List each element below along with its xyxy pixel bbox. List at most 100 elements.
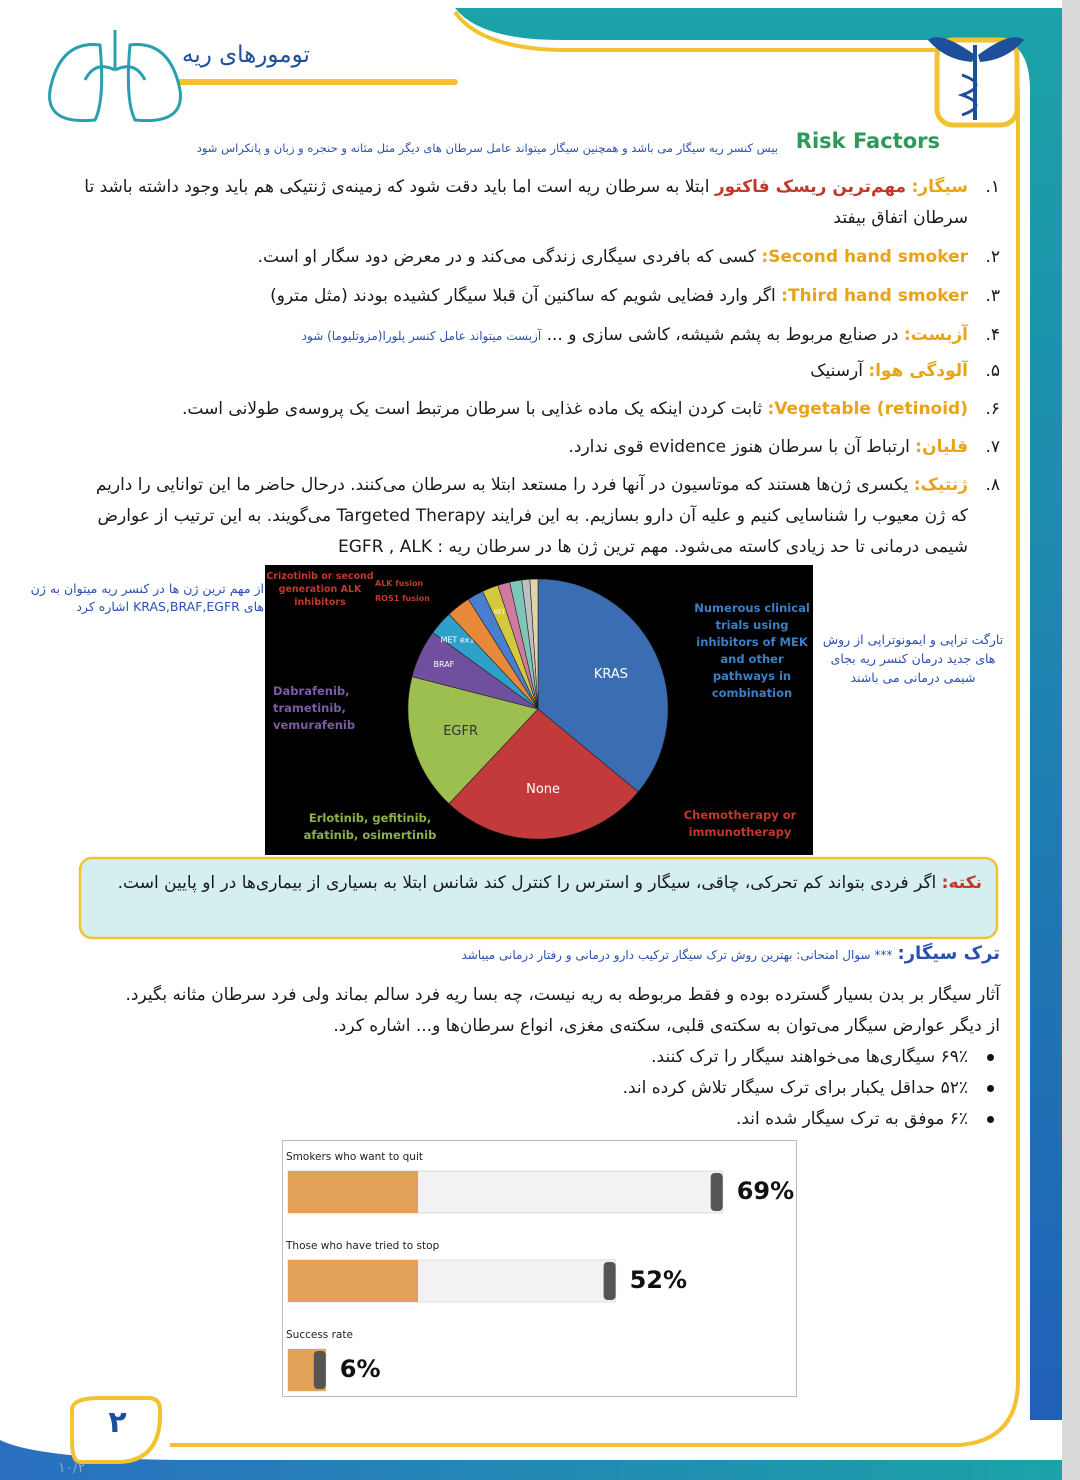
section-note: بیس کنسر ریه سیگار می باشد و همچنین سیگا…: [196, 141, 778, 155]
item-term: قلیان:: [915, 437, 968, 457]
bar-category: Success rate: [286, 1329, 353, 1341]
tip-label: نکته:: [941, 873, 982, 893]
item-term: Second hand smoker:: [761, 247, 968, 267]
item-body: آلودگی هوا: آرسنیک: [810, 356, 968, 387]
item-number: ۴.: [985, 325, 1000, 345]
bar-value-label: 6%: [340, 1355, 381, 1383]
item-term: ژنتیک:: [913, 475, 968, 495]
quit-heading: ترک سیگار:: [897, 943, 1001, 964]
pie-figure: KRAS None EGFR BRAF MET ex14 RET Crizotinib o…: [265, 565, 813, 855]
item-number: ۷.: [985, 437, 1000, 457]
item-number: ۱.: [985, 177, 1000, 197]
cigarette-filter: [288, 1260, 418, 1302]
cigarette-chart-frame: Smokers who want to quit 69% Those who hav…: [282, 1140, 797, 1397]
quit-note: *** سوال امتحانی: بهترین روش ترک سیگار ت…: [461, 948, 893, 962]
item-number: ۳.: [985, 286, 1000, 306]
pie-annotation: Numerous clinical trials using inhibitor…: [694, 601, 810, 700]
slice-label: KRAS: [594, 667, 628, 682]
bullet-text: ۶٪ موفق به ترک سیگار شده اند.: [735, 1109, 968, 1129]
item-number: ۸.: [985, 475, 1000, 495]
item-body: قلیان: ارتباط آن با سرطان هنوز evidence …: [568, 432, 968, 463]
item-text: آرسنیک: [810, 361, 863, 381]
bullet-text: ۵۲٪ حداقل یکبار برای ترک سیگار تلاش کرده…: [622, 1078, 968, 1098]
slice-label: BRAF: [433, 660, 454, 669]
page-number: ۲: [108, 1405, 127, 1440]
side-note: از مهم ترین ژن ها در کنسر ریه میتوان به …: [30, 581, 264, 614]
item-highlight: مهم‌ترین ریسک فاکتور: [714, 177, 907, 197]
item-text: یکسری ژن‌ها هستند که موتاسیون در آنها فر…: [95, 475, 968, 557]
item-text: در صنایع مربوط به پشم شیشه، کاشی سازی و …: [546, 325, 899, 345]
bar-value-label: 52%: [630, 1266, 687, 1294]
bar-category: Smokers who want to quit: [286, 1151, 423, 1163]
list-item: ۳. Third hand smoker: اگر وارد فضایی شویم…: [80, 281, 1000, 312]
item-body: سیگار: مهم‌ترین ریسک فاکتور ابتلا به سرط…: [80, 172, 968, 234]
list-item: ۸. ژنتیک: یکسری ژن‌ها هستند که موتاسیون د…: [80, 470, 1000, 563]
item-term: آلودگی هوا:: [868, 361, 968, 381]
item-text: ابتلا به سرطان ریه است اما باید دقت شود …: [84, 177, 968, 228]
list-item: ۱. سیگار: مهم‌ترین ریسک فاکتور ابتلا به س…: [80, 172, 1000, 234]
bar-category: Those who have tried to stop: [285, 1240, 440, 1252]
item-number: ۵.: [985, 361, 1000, 381]
item-text: اگر وارد فضایی شویم که ساکنین آن قبلا سی…: [270, 286, 776, 306]
pie-annotation: ALK fusion: [375, 579, 424, 588]
bullet-dot: [987, 1054, 994, 1061]
cigarette-ash: [313, 1351, 326, 1389]
pie-annotation: ROS1 fusion: [375, 594, 430, 603]
list-item: ۲. Second hand smoker: کسی که بافردی سیگا…: [80, 242, 1000, 273]
slice-label: MET ex14: [440, 636, 479, 645]
bar-value-label: 69%: [737, 1177, 794, 1205]
slice-label: RET: [494, 609, 506, 616]
pie-annotation: Chemotherapy or immunotherapy: [683, 808, 797, 839]
stamp: ۱۰/۲: [58, 1460, 86, 1476]
item-term: Vegetable (retinoid):: [767, 399, 969, 419]
tip-text: اگر فردی بتواند کم تحرکی، چاقی، سیگار و …: [117, 873, 937, 893]
item-body: Third hand smoker: اگر وارد فضایی شویم ک…: [270, 281, 968, 312]
pie-slice: [448, 708, 639, 840]
pie-annotation: Dabrafenib, trametinib, vemurafenib: [273, 684, 356, 732]
list-item: ۶. Vegetable (retinoid): ثابت کردن اینکه …: [80, 394, 1000, 425]
list-item: ۵. آلودگی هوا: آرسنیک: [80, 356, 1000, 387]
cigarette-ash: [710, 1173, 723, 1211]
paragraph: از دیگر عوارض سیگار می‌توان به سکته‌ی قل…: [333, 1016, 1000, 1036]
slice-label: None: [526, 782, 560, 797]
item-text: ارتباط آن با سرطان هنوز evidence قوی ندا…: [568, 437, 910, 457]
item-number: ۲.: [985, 247, 1000, 267]
item-body: Vegetable (retinoid): ثابت کردن اینکه یک…: [182, 394, 968, 425]
pie-chart: KRAS None EGFR BRAF MET ex14 RET: [407, 578, 669, 840]
paragraph: آثار سیگار بر بدن بسیار گسترده بوده و فق…: [125, 985, 1000, 1005]
slice-label: EGFR: [443, 724, 478, 739]
bullet-dot: [987, 1116, 994, 1123]
bullet-dot: [987, 1085, 994, 1092]
item-number: ۶.: [985, 399, 1000, 419]
bullet-item: ۵۲٪ حداقل یکبار برای ترک سیگار تلاش کرده…: [300, 1073, 994, 1104]
pie-slice: [529, 578, 539, 710]
cigarette-ash: [603, 1262, 616, 1300]
item-text: ثابت کردن اینکه یک ماده غذایی با سرطان م…: [181, 399, 763, 419]
list-item: ۷. قلیان: ارتباط آن با سرطان هنوز evidenc…: [80, 432, 1000, 463]
bullet-item: ۶٪ موفق به ترک سیگار شده اند.: [300, 1104, 994, 1135]
pie-annotation: Crizotinib or second generation ALK inhi…: [266, 571, 374, 608]
cigarette-filter: [288, 1171, 418, 1213]
pie-slice: [537, 578, 669, 793]
item-term: آزبست:: [903, 325, 968, 345]
side-note: تارگت تراپی و ایمونوتراپی از روش های جدی…: [822, 632, 1004, 685]
page-title: تومورهای ریه: [182, 42, 310, 68]
pie-annotation: Erlotinib, gefitinib, afatinib, osimerti…: [303, 811, 437, 842]
section-heading: Risk Factors: [795, 129, 940, 153]
item-term: Third hand smoker:: [781, 286, 968, 306]
item-body: Second hand smoker: کسی که بافردی سیگاری…: [258, 242, 968, 273]
item-body: ژنتیک: یکسری ژن‌ها هستند که موتاسیون در …: [80, 470, 968, 563]
list-item: ۴. آزبست: در صنایع مربوط به پشم شیشه، کاش…: [80, 320, 1000, 352]
item-note: آزبست میتواند عامل کنسر پلورا(مزوتلیوما)…: [301, 329, 542, 343]
quit-heading-row: ترک سیگار: *** سوال امتحانی: بهترین روش …: [420, 940, 1001, 969]
pie-slice: [407, 676, 539, 805]
bullet-item: ۶۹٪ سیگاری‌ها می‌خواهند سیگار را ترک کنن…: [300, 1042, 994, 1073]
bullet-text: ۶۹٪ سیگاری‌ها می‌خواهند سیگار را ترک کنن…: [651, 1047, 968, 1067]
item-body: آزبست: در صنایع مربوط به پشم شیشه، کاشی …: [302, 320, 968, 352]
cigarette-chart: Smokers who want to quit 69% Those who hav…: [285, 1151, 794, 1392]
item-term: سیگار:: [911, 177, 968, 197]
item-text: کسی که بافردی سیگاری زندگی می‌کند و در م…: [257, 247, 757, 267]
tip-box: نکته: اگر فردی بتواند کم تحرکی، چاقی، سی…: [92, 868, 982, 899]
